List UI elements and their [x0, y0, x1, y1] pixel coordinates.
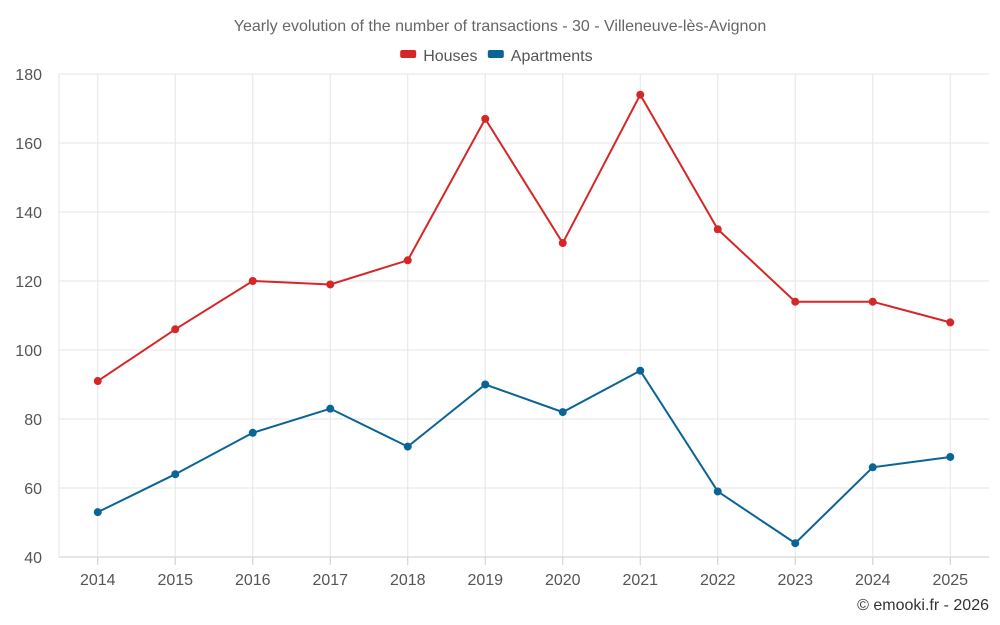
data-point-apartments[interactable]	[558, 408, 567, 417]
data-point-apartments[interactable]	[636, 366, 645, 375]
credit-text: © emooki.fr - 2026	[857, 597, 989, 614]
data-point-houses[interactable]	[558, 239, 567, 248]
data-point-apartments[interactable]	[171, 470, 180, 479]
x-tick-label: 2024	[855, 572, 891, 589]
y-tick-label: 140	[15, 205, 42, 222]
x-tick-label: 2021	[622, 572, 658, 589]
plot-area	[93, 90, 955, 548]
legend-label-houses[interactable]: Houses	[423, 48, 477, 65]
y-tick-label: 180	[15, 67, 42, 84]
y-tick-label: 40	[24, 550, 42, 567]
legend: Houses Apartments	[400, 48, 593, 65]
x-tick-label: 2022	[700, 572, 736, 589]
data-point-houses[interactable]	[93, 377, 102, 386]
data-point-apartments[interactable]	[713, 487, 722, 496]
data-point-apartments[interactable]	[868, 463, 877, 472]
gridlines	[58, 73, 989, 558]
data-point-apartments[interactable]	[326, 404, 335, 413]
y-axis: 40 60 80 100 120 140 160 180	[15, 67, 42, 567]
data-point-houses[interactable]	[946, 318, 955, 327]
y-tick-label: 100	[15, 343, 42, 360]
data-point-houses[interactable]	[636, 90, 645, 99]
data-point-houses[interactable]	[403, 256, 412, 265]
data-point-apartments[interactable]	[248, 428, 257, 437]
y-tick-label: 160	[15, 136, 42, 153]
x-tick-label: 2016	[235, 572, 271, 589]
x-tick-label: 2018	[390, 572, 426, 589]
data-point-houses[interactable]	[713, 225, 722, 234]
x-tick-label: 2017	[312, 572, 348, 589]
series-line-houses	[97, 92, 951, 382]
y-tick-label: 120	[15, 274, 42, 291]
data-point-houses[interactable]	[791, 297, 800, 306]
x-tick-label: 2025	[932, 572, 968, 589]
x-tick-label: 2015	[157, 572, 193, 589]
x-tick-label: 2014	[80, 572, 116, 589]
data-point-apartments[interactable]	[791, 539, 800, 548]
chart-title: Yearly evolution of the number of transa…	[234, 18, 766, 35]
x-tick-label: 2023	[777, 572, 813, 589]
y-tick-label: 80	[24, 412, 42, 429]
series-line-apartments	[97, 369, 951, 545]
data-point-apartments[interactable]	[481, 380, 490, 389]
x-tick-label: 2019	[467, 572, 503, 589]
data-point-houses[interactable]	[481, 114, 490, 123]
legend-swatch-apartments	[487, 50, 504, 58]
legend-label-apartments[interactable]: Apartments	[511, 48, 593, 65]
y-tick-label: 60	[24, 481, 42, 498]
x-axis: 2014 2015 2016 2017 2018 2019 2020 2021 2022 2023…	[80, 557, 968, 589]
data-point-apartments[interactable]	[403, 442, 412, 451]
data-point-houses[interactable]	[868, 297, 877, 306]
data-point-houses[interactable]	[171, 325, 180, 334]
data-point-houses[interactable]	[248, 277, 257, 285]
x-tick-label: 2020	[545, 572, 581, 589]
legend-swatch-houses	[400, 50, 417, 58]
data-point-apartments[interactable]	[93, 508, 102, 517]
data-point-apartments[interactable]	[946, 452, 955, 461]
data-point-houses[interactable]	[326, 280, 335, 289]
